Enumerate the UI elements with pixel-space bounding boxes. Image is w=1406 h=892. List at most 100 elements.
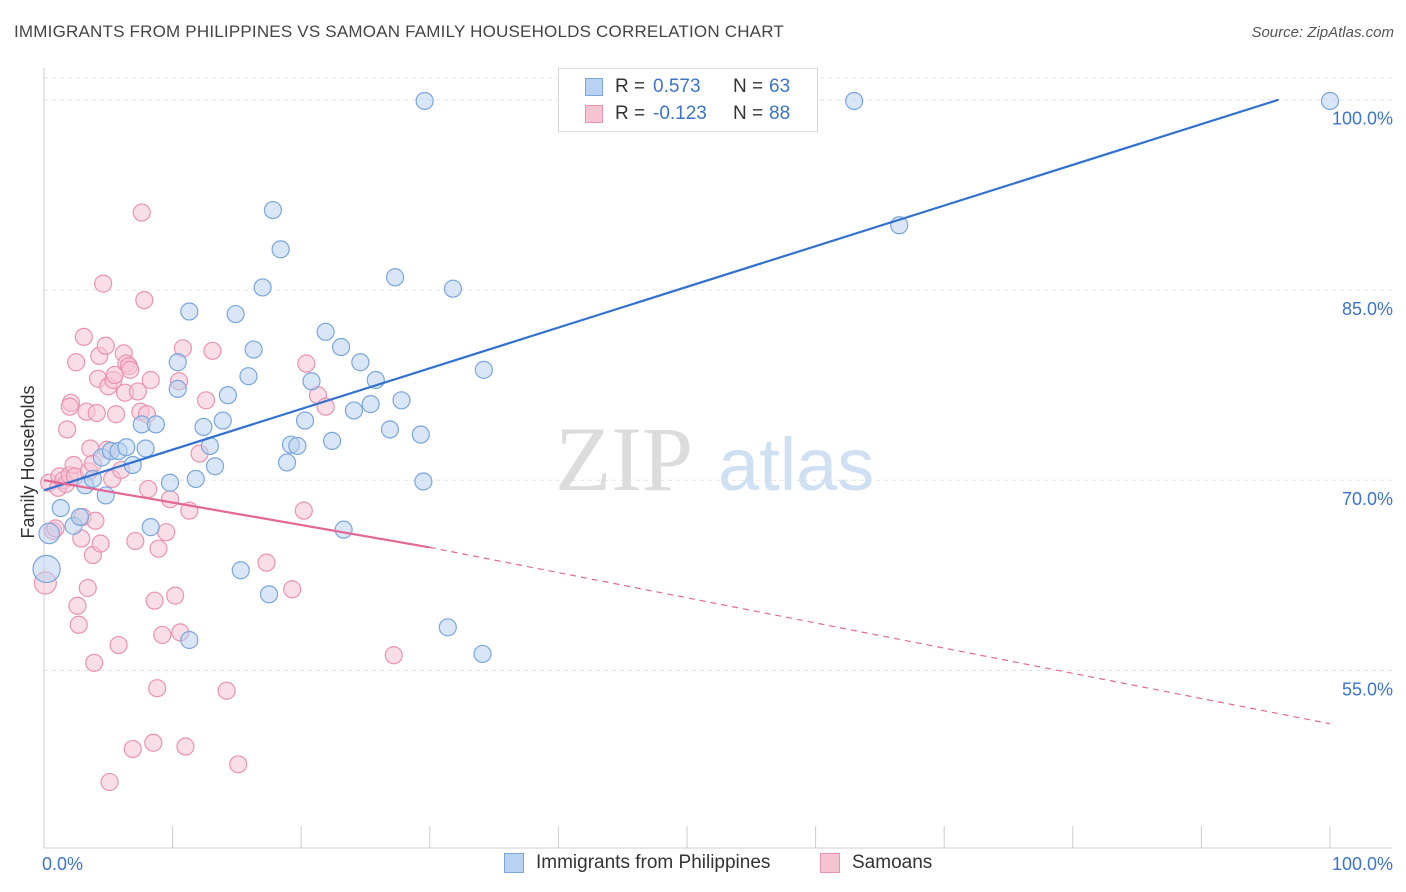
philippines-point	[351, 353, 370, 372]
samoan-point	[294, 501, 313, 520]
philippines-point	[415, 91, 434, 111]
philippines-point	[141, 518, 160, 537]
samoan-trend-line	[43, 479, 430, 549]
blue-swatch	[585, 78, 603, 96]
legend-label: Samoans	[852, 852, 933, 873]
philippines-point	[205, 457, 225, 476]
philippines-point	[277, 453, 297, 472]
pink-swatch	[585, 105, 603, 123]
philippines-point	[70, 507, 90, 527]
philippines-point	[845, 91, 864, 111]
philippines-point	[231, 561, 250, 580]
chart-title: IMMIGRANTS FROM PHILIPPINES VS SAMOAN FA…	[14, 22, 784, 41]
philippines-point	[385, 268, 405, 287]
samoan-point	[166, 586, 185, 605]
r-value: -0.123	[653, 103, 707, 124]
legend-label: Immigrants from Philippines	[536, 852, 771, 873]
philippines-point	[186, 469, 205, 489]
samoan-point	[144, 733, 163, 752]
x-tick-label: 0.0%	[42, 854, 83, 874]
axes	[43, 68, 1392, 849]
philippines-point	[302, 372, 321, 391]
samoan-point	[85, 653, 104, 672]
legend-item-philippines[interactable]: Immigrants from Philippines	[504, 852, 770, 874]
samoan-point	[121, 360, 140, 379]
philippines-point	[180, 302, 199, 321]
samoans-points	[33, 203, 403, 792]
philippines-point	[226, 304, 245, 324]
samoan-point	[106, 405, 126, 424]
legend-item-samoans[interactable]: Samoans	[820, 852, 932, 874]
philippines-point	[271, 240, 290, 259]
samoan-point	[86, 511, 105, 530]
philippines-point	[136, 439, 155, 458]
philippines-point	[344, 401, 364, 420]
samoan-point	[126, 531, 145, 551]
samoan-point	[94, 274, 113, 293]
philippines-point	[213, 411, 232, 430]
tick-labels: 100.0% 85.0% 70.0% 55.0% 0.0% 100.0%	[42, 109, 1393, 874]
pink-swatch	[820, 853, 840, 873]
philippines-point	[244, 340, 263, 359]
samoan-point	[128, 382, 147, 401]
samoan-point	[141, 370, 160, 390]
samoan-point	[139, 479, 158, 499]
trend-lines	[43, 98, 1331, 725]
philippines-point	[218, 386, 237, 405]
samoan-point	[69, 615, 88, 634]
x-tick-label: 100.0%	[1332, 854, 1393, 874]
y-tick-label: 85.0%	[1342, 299, 1393, 319]
philippines-point	[414, 472, 433, 491]
samoan-point	[257, 553, 276, 572]
samoan-point	[283, 580, 302, 599]
blue-swatch	[504, 853, 524, 873]
samoan-point	[217, 681, 236, 700]
source-label: Source: ZipAtlas.com	[1251, 24, 1394, 41]
philippines-point	[38, 522, 60, 545]
philippines-point	[331, 337, 351, 357]
samoan-point	[145, 591, 164, 610]
philippines-point	[51, 498, 70, 518]
samoan-point	[229, 755, 248, 774]
samoan-point	[132, 203, 151, 222]
philippines-point	[334, 520, 353, 539]
philippines-trend-line	[43, 98, 1279, 492]
stats-legend: R = 0.573 N = 63 R = -0.123 N = 88	[558, 68, 818, 132]
philippines-point	[295, 411, 315, 430]
philippines-point	[411, 425, 430, 444]
samoan-trend-extension	[429, 546, 1331, 725]
philippines-point	[194, 417, 213, 437]
y-axis-label: Family Households	[18, 385, 38, 538]
samoan-point	[123, 739, 142, 759]
samoan-point	[91, 534, 110, 553]
philippines-point	[263, 200, 283, 220]
philippines-point	[288, 436, 307, 456]
samoan-point	[149, 539, 168, 558]
y-tick-label: 55.0%	[1342, 679, 1393, 699]
philippines-point	[146, 415, 165, 434]
samoan-point	[58, 420, 77, 439]
philippines-point	[473, 644, 492, 664]
samoan-point	[60, 397, 79, 416]
samoan-point	[384, 646, 403, 665]
samoan-point	[297, 354, 316, 373]
philippines-point	[392, 391, 411, 410]
philippines-point	[438, 618, 457, 637]
philippines-point	[239, 367, 258, 386]
y-tick-label: 70.0%	[1342, 489, 1393, 509]
samoan-point	[196, 391, 216, 410]
samoan-point	[160, 490, 180, 509]
samoan-point	[78, 578, 97, 598]
philippines-point	[361, 394, 380, 414]
samoan-point	[100, 772, 119, 792]
philippines-point	[380, 420, 400, 439]
n-label: N =	[733, 103, 764, 124]
r-value: 0.573	[653, 76, 701, 97]
samoan-point	[67, 353, 86, 372]
samoan-point	[148, 679, 167, 698]
samoan-point	[157, 523, 176, 542]
philippines-point	[168, 379, 187, 398]
philippines-point	[160, 473, 180, 492]
philippines-point	[316, 322, 335, 341]
